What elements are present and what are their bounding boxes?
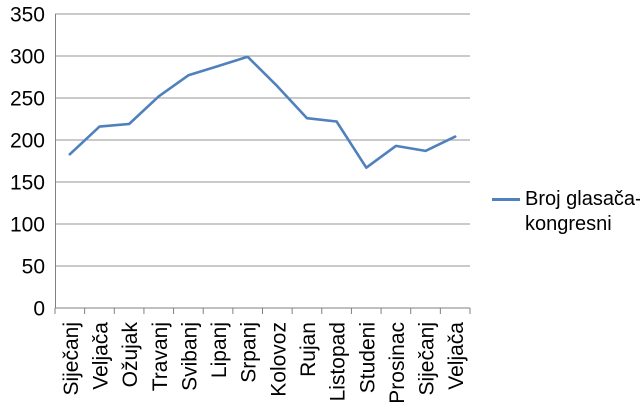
y-axis-tick-label: 250 — [10, 88, 45, 111]
x-axis-category-label: Studeni — [356, 322, 379, 393]
x-axis-category-label: Travanj — [149, 322, 172, 391]
x-axis-category-label: Veljača — [89, 322, 112, 390]
x-axis-category-label: Rujan — [297, 322, 320, 377]
y-axis-tick-label: 50 — [22, 256, 45, 279]
legend-label: Broj glasača- kongresni — [525, 187, 640, 237]
x-axis-category-label: Svibanj — [178, 322, 201, 391]
x-axis-category-label: Listopad — [327, 322, 350, 401]
y-axis-tick-label: 200 — [10, 130, 45, 153]
legend-label-line2: kongresni — [525, 213, 612, 235]
x-axis-category-label: Siječanj — [416, 322, 439, 396]
series-line — [68, 55, 457, 169]
legend-marker-line — [492, 198, 520, 201]
legend: Broj glasača- kongresni — [492, 187, 640, 237]
x-axis-category-label: Lipanj — [208, 322, 231, 378]
x-axis-category-label: Srpanj — [238, 322, 261, 383]
legend-label-line1: Broj glasača- — [525, 188, 640, 210]
y-axis-tick-label: 150 — [10, 172, 45, 195]
y-axis-tick-label: 300 — [10, 46, 45, 69]
x-axis-category-label: Prosinac — [386, 322, 409, 404]
y-axis-tick-label: 350 — [10, 4, 45, 27]
y-axis-tick-label: 0 — [33, 298, 45, 321]
y-axis-tick-label: 100 — [10, 214, 45, 237]
x-axis-category-label: Kolovoz — [267, 322, 290, 397]
x-axis-category-label: Ožujak — [119, 322, 142, 388]
x-axis-category-label: Veljača — [445, 322, 468, 390]
x-axis-category-label: Siječanj — [60, 322, 83, 396]
